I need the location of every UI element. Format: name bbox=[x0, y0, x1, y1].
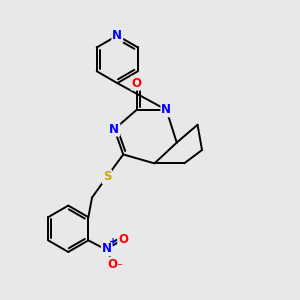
Text: N: N bbox=[112, 29, 122, 42]
Text: N: N bbox=[102, 242, 112, 255]
Text: N: N bbox=[109, 123, 119, 136]
Text: ⁻: ⁻ bbox=[116, 262, 122, 272]
Text: O: O bbox=[132, 76, 142, 90]
Text: N: N bbox=[161, 103, 171, 116]
Text: +: + bbox=[109, 237, 117, 247]
Text: S: S bbox=[103, 170, 111, 183]
Text: O: O bbox=[108, 258, 118, 271]
Text: O: O bbox=[118, 233, 128, 246]
